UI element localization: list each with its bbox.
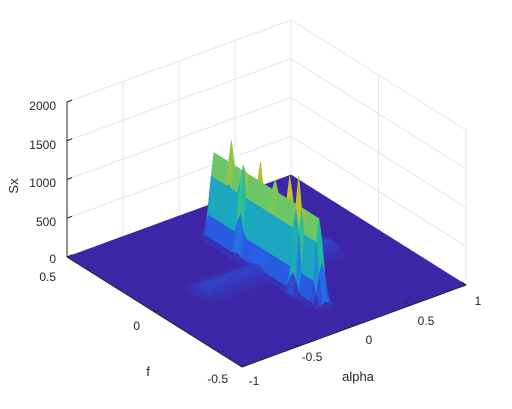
f-tick-label: 0.5 xyxy=(39,270,56,284)
z-tick-label: 1000 xyxy=(29,176,56,190)
f-tick-label: 0 xyxy=(133,319,140,333)
alpha-tick-label: -1 xyxy=(249,374,260,388)
alpha-tick-label: 0.5 xyxy=(418,314,435,328)
z-tick-label: 0 xyxy=(49,252,56,266)
alpha-tick-label: 0 xyxy=(366,333,373,347)
alpha-tick-label: 1 xyxy=(475,294,482,308)
z-tick-label: 500 xyxy=(36,215,56,229)
f-tick-label: -0.5 xyxy=(207,372,228,386)
alpha-tick-label: -0.5 xyxy=(302,350,323,364)
surface-plot xyxy=(66,140,467,368)
z-axis-ticks: 0 500 1000 1500 2000 xyxy=(29,99,56,266)
z-axis-label: Sx xyxy=(6,178,21,194)
alpha-axis-label: alpha xyxy=(342,369,375,384)
z-tick-label: 1500 xyxy=(29,138,56,152)
f-axis-label: f xyxy=(146,364,150,379)
z-tick-label: 2000 xyxy=(29,99,56,113)
